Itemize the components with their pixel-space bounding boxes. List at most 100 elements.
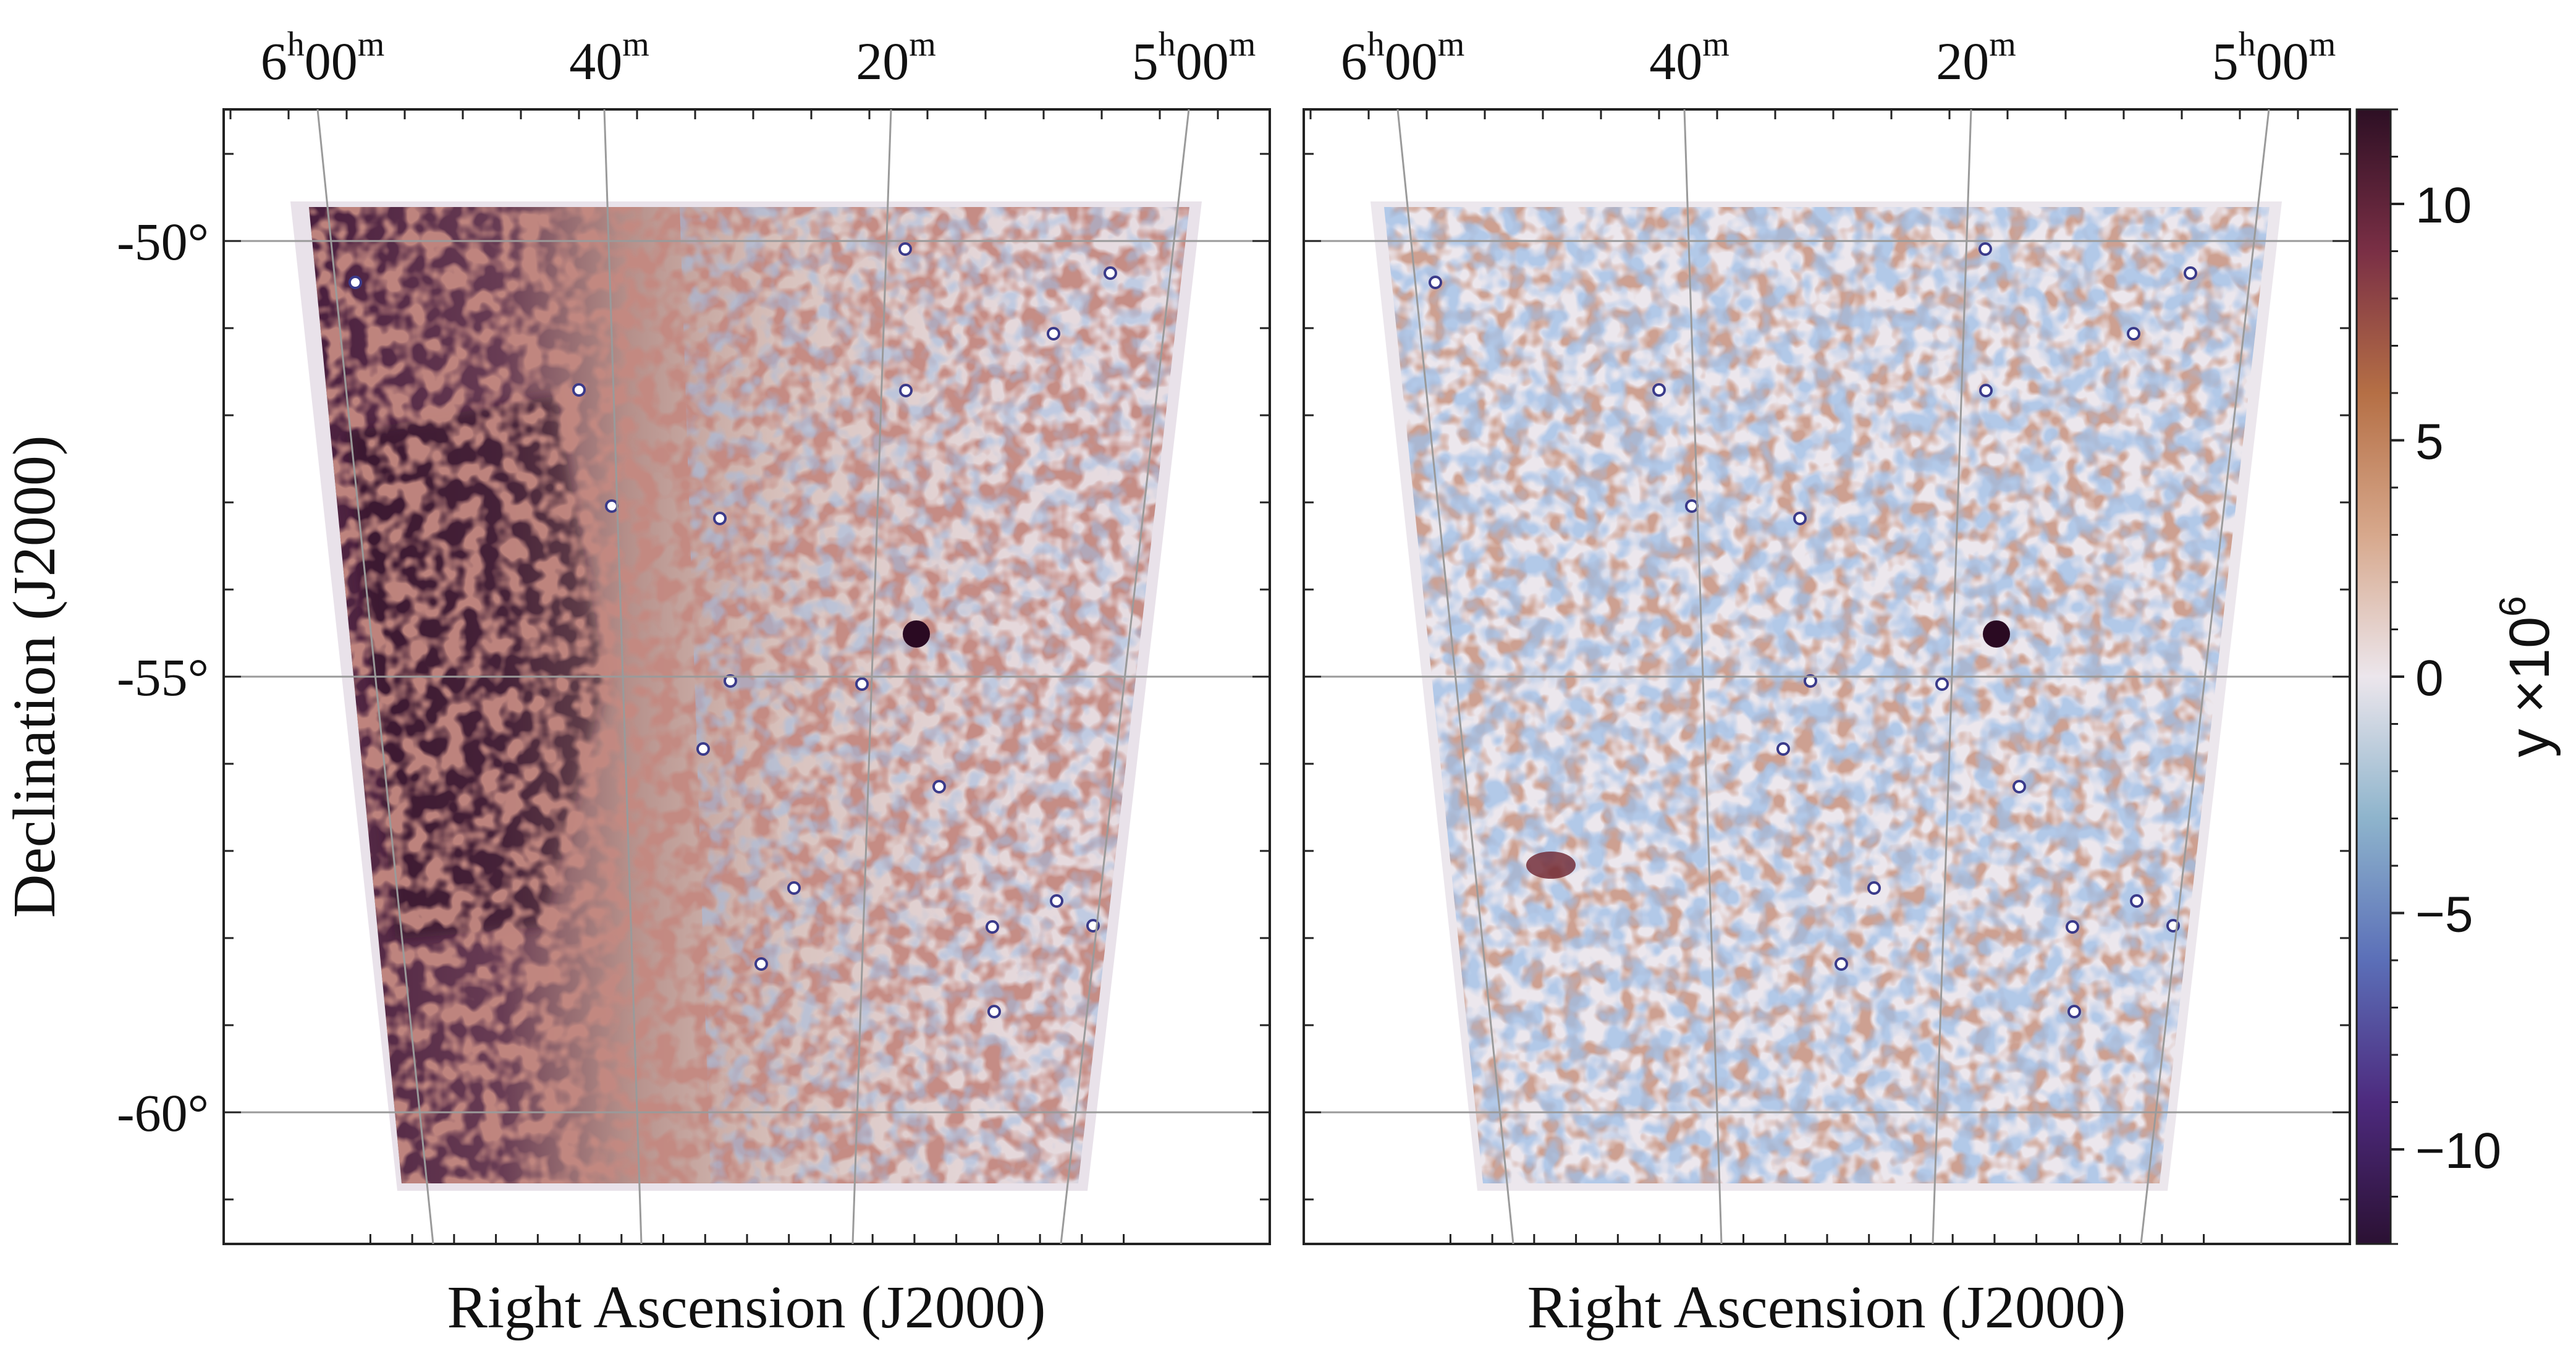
ra-tick-label: 20m	[1936, 25, 2016, 91]
coordinate-grid	[1304, 109, 2350, 1245]
ra-hours: 5	[1132, 32, 1159, 91]
ra-hours: 6	[261, 32, 287, 91]
ra-minutes-unit: m	[1229, 25, 1256, 64]
ra-tick-labels: 6h00m 40m 20m 5h00m	[261, 25, 1256, 91]
ra-hours-unit: h	[2239, 25, 2256, 64]
point-source	[1047, 327, 1060, 340]
point-source	[899, 384, 913, 397]
point-source	[2067, 1005, 2081, 1018]
point-source	[1776, 742, 1790, 756]
colorbar-tick-label: 10	[2415, 177, 2472, 234]
point-source	[713, 512, 727, 525]
colorbar-ticks: 10 5 0 −5 −10	[2391, 108, 2501, 1245]
ra-hours: 6	[1341, 32, 1367, 91]
point-source	[1685, 499, 1699, 513]
noise-cool	[680, 207, 1189, 1183]
galaxy-cluster	[1983, 620, 2010, 648]
point-source	[348, 276, 362, 289]
y-axis-label: Declination (J2000)	[1, 435, 68, 918]
ra-minutes-unit: m	[622, 25, 649, 64]
x-axis-label: Right Ascension (J2000)	[447, 1274, 1045, 1341]
ra-hours: 5	[2212, 32, 2239, 91]
ra-minutes: 00	[1176, 32, 1229, 91]
ra-minutes: 20	[1936, 32, 1989, 91]
ra-minutes: 40	[1649, 32, 1702, 91]
point-source	[787, 881, 801, 895]
sky-map	[1370, 201, 2282, 1191]
point-source	[2184, 266, 2197, 280]
point-source	[1978, 242, 1992, 256]
point-sources	[1429, 242, 2197, 1018]
point-source	[1104, 266, 1117, 280]
dec-tick-label: -50°	[117, 212, 209, 271]
ra-minutes-unit: m	[1989, 25, 2016, 64]
ra-minutes: 00	[1385, 32, 1438, 91]
colorbar: 10 5 0 −5 −10 y ×106	[2355, 108, 2561, 1245]
dec-tick-label: -60°	[117, 1083, 209, 1143]
ra-minutes-unit: m	[358, 25, 385, 64]
point-source	[1867, 881, 1881, 895]
panel-left: 6h00m 40m 20m 5h00m -50°-55°-60° Right Asce…	[1, 25, 1271, 1341]
point-source	[754, 957, 768, 971]
point-source	[1935, 677, 1949, 691]
ra-tick-label: 5h00m	[2212, 25, 2336, 91]
dec-tick-labels: -50° -55° -60°	[117, 212, 209, 1143]
ra-tick-label: 20m	[856, 25, 936, 91]
ra-minutes: 40	[569, 32, 622, 91]
point-source	[724, 674, 737, 688]
point-source	[1429, 276, 1442, 289]
sky-map	[290, 201, 1202, 1191]
colorbar-label-text: y ×10	[2498, 617, 2561, 758]
ra-minutes-unit: m	[2309, 25, 2336, 64]
ra-tick-label: 40m	[569, 25, 649, 91]
ra-minutes: 00	[305, 32, 358, 91]
ra-tick-label: 6h00m	[261, 25, 385, 91]
point-source	[986, 920, 999, 934]
ra-tick-label: 6h00m	[1341, 25, 1465, 91]
ra-hours-unit: h	[1159, 25, 1176, 64]
point-source	[2130, 894, 2143, 908]
point-source	[898, 242, 912, 256]
colorbar-tick-label: 5	[2415, 414, 2444, 470]
point-source	[605, 499, 619, 513]
dec-tick-label: -55°	[117, 648, 209, 707]
colorbar-tick-label: 0	[2415, 650, 2444, 706]
ra-tick-label: 40m	[1649, 25, 1729, 91]
ra-hours-unit: h	[287, 25, 305, 64]
ra-minutes-unit: m	[909, 25, 936, 64]
colorbar-label: y ×106	[2492, 596, 2561, 758]
colorbar-tick-label: −10	[2415, 1123, 2501, 1179]
ra-hours-unit: h	[1367, 25, 1385, 64]
point-sources	[348, 242, 1117, 1018]
panel-right: 6h00m 40m 20m 5h00m Right Ascension (J2000)	[1303, 25, 2351, 1341]
point-source	[855, 677, 869, 691]
point-source	[1804, 674, 1817, 688]
point-source	[1793, 512, 1807, 525]
residual-blob	[1526, 852, 1576, 879]
point-source	[1050, 894, 1063, 908]
ra-tick-label: 5h00m	[1132, 25, 1256, 91]
frame-ticks	[1304, 109, 2350, 1244]
x-axis-label: Right Ascension (J2000)	[1527, 1274, 2126, 1341]
noise-cool	[1384, 207, 2270, 1183]
ra-tick-labels: 6h00m 40m 20m 5h00m	[1341, 25, 2336, 91]
point-source	[1652, 383, 1666, 397]
point-source	[2127, 327, 2140, 340]
point-source	[2012, 780, 2026, 793]
point-source	[932, 780, 946, 793]
colorbar-bar	[2355, 108, 2392, 1245]
galaxy-cluster	[903, 620, 930, 648]
ra-minutes-unit: m	[1438, 25, 1465, 64]
point-source	[572, 383, 586, 397]
frame-ticks	[224, 109, 1270, 1244]
ra-minutes: 00	[2256, 32, 2309, 91]
coordinate-grid	[224, 109, 1270, 1245]
point-source	[1835, 957, 1848, 971]
point-source	[1979, 384, 1993, 397]
ra-minutes-unit: m	[1702, 25, 1729, 64]
colorbar-tick-label: −5	[2415, 887, 2473, 943]
colorbar-label-exponent: 6	[2492, 596, 2533, 617]
point-source	[987, 1005, 1001, 1018]
point-source	[696, 742, 710, 756]
